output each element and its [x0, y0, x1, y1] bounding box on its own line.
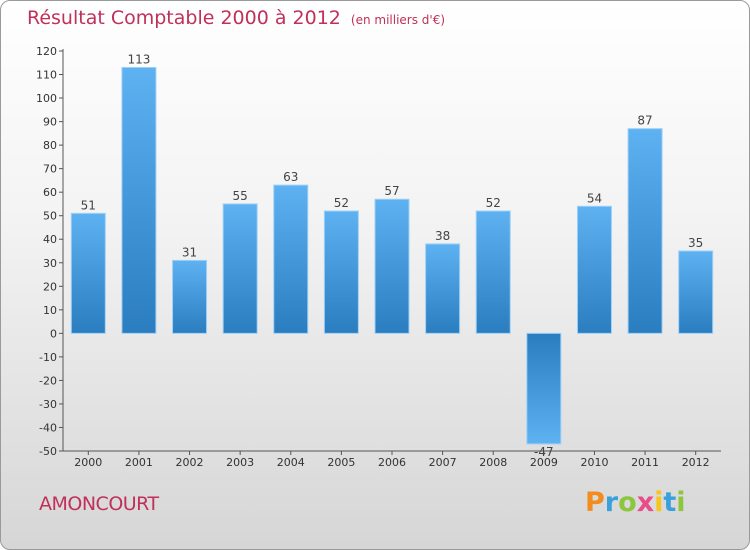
- x-tick-label: 2007: [429, 456, 457, 469]
- logo-letter: o: [618, 487, 637, 518]
- bar-2000: [70, 212, 106, 334]
- x-tick-label: 2010: [580, 456, 608, 469]
- y-tick-label: -20: [39, 374, 57, 387]
- y-tick-label: -50: [39, 445, 57, 458]
- bar-2008: [475, 210, 511, 334]
- logo-letter: x: [636, 487, 655, 518]
- logo-letter: i: [676, 487, 686, 518]
- data-label-2011: 87: [637, 114, 652, 128]
- chart-subtitle: (en milliers d'€): [350, 13, 446, 27]
- y-tick-label: 0: [50, 327, 57, 340]
- data-label-2001: 113: [127, 52, 150, 66]
- chart-title: Résultat Comptable 2000 à 2012 (en millie…: [27, 7, 446, 29]
- logo-letter: t: [663, 487, 677, 518]
- y-tick-label: 80: [43, 139, 57, 152]
- data-label-2012: 35: [688, 236, 703, 250]
- bar-2004: [273, 184, 309, 334]
- data-labels: 51 113 31 55 63 52 57 38 52 -47 54 87 35: [81, 52, 704, 458]
- data-label-2009: -47: [534, 445, 554, 459]
- data-label-2002: 31: [182, 245, 197, 259]
- y-tick-label: 40: [43, 233, 57, 246]
- data-label-2005: 52: [334, 196, 349, 210]
- x-tick-label: 2009: [530, 456, 558, 469]
- y-tick-label: 100: [36, 92, 57, 105]
- x-tick-label: 2001: [125, 456, 153, 469]
- bar-2007: [425, 243, 461, 334]
- axes: 1201101009080706050403020100-10-20-30-40…: [36, 45, 721, 469]
- y-tick-label: -30: [39, 398, 57, 411]
- bar-2001: [121, 66, 157, 334]
- bar-2006: [374, 198, 410, 334]
- x-tick-label: 2008: [479, 456, 507, 469]
- data-label-2006: 57: [384, 184, 399, 198]
- bar-2011: [627, 128, 663, 334]
- y-tick-label: 50: [43, 210, 57, 223]
- logo-letter: r: [604, 487, 619, 518]
- y-tick-label: 70: [43, 163, 57, 176]
- data-label-2004: 63: [283, 170, 298, 184]
- y-tick-label: 90: [43, 116, 57, 129]
- y-tick-label: 120: [36, 45, 57, 58]
- proxiti-logo: Proxiti: [585, 487, 686, 518]
- logo-letter: P: [585, 487, 605, 518]
- x-tick-label: 2002: [176, 456, 204, 469]
- logo-letter: i: [654, 487, 664, 518]
- data-label-2000: 51: [81, 198, 96, 212]
- x-tick-label: 2003: [226, 456, 254, 469]
- bar-2012: [678, 250, 714, 334]
- bars: [70, 66, 714, 445]
- bar-2005: [323, 210, 359, 334]
- bar-2002: [172, 259, 208, 334]
- x-tick-label: 2012: [682, 456, 710, 469]
- x-tick-label: 2011: [631, 456, 659, 469]
- y-tick-label: 20: [43, 280, 57, 293]
- data-label-2007: 38: [435, 229, 450, 243]
- y-tick-label: 60: [43, 186, 57, 199]
- y-tick-label: -10: [39, 351, 57, 364]
- data-label-2010: 54: [587, 191, 602, 205]
- y-tick-label: -40: [39, 421, 57, 434]
- x-tick-label: 2000: [74, 456, 102, 469]
- bar-2003: [222, 203, 258, 334]
- bar-2009: [526, 332, 562, 445]
- x-tick-label: 2005: [327, 456, 355, 469]
- commune-name: AMONCOURT: [39, 493, 159, 515]
- bar-2010: [576, 205, 612, 334]
- x-tick-label: 2004: [277, 456, 305, 469]
- y-tick-label: 30: [43, 257, 57, 270]
- y-tick-label: 10: [43, 304, 57, 317]
- data-label-2003: 55: [233, 189, 248, 203]
- x-tick-label: 2006: [378, 456, 406, 469]
- y-tick-label: 110: [36, 69, 57, 82]
- data-label-2008: 52: [486, 196, 501, 210]
